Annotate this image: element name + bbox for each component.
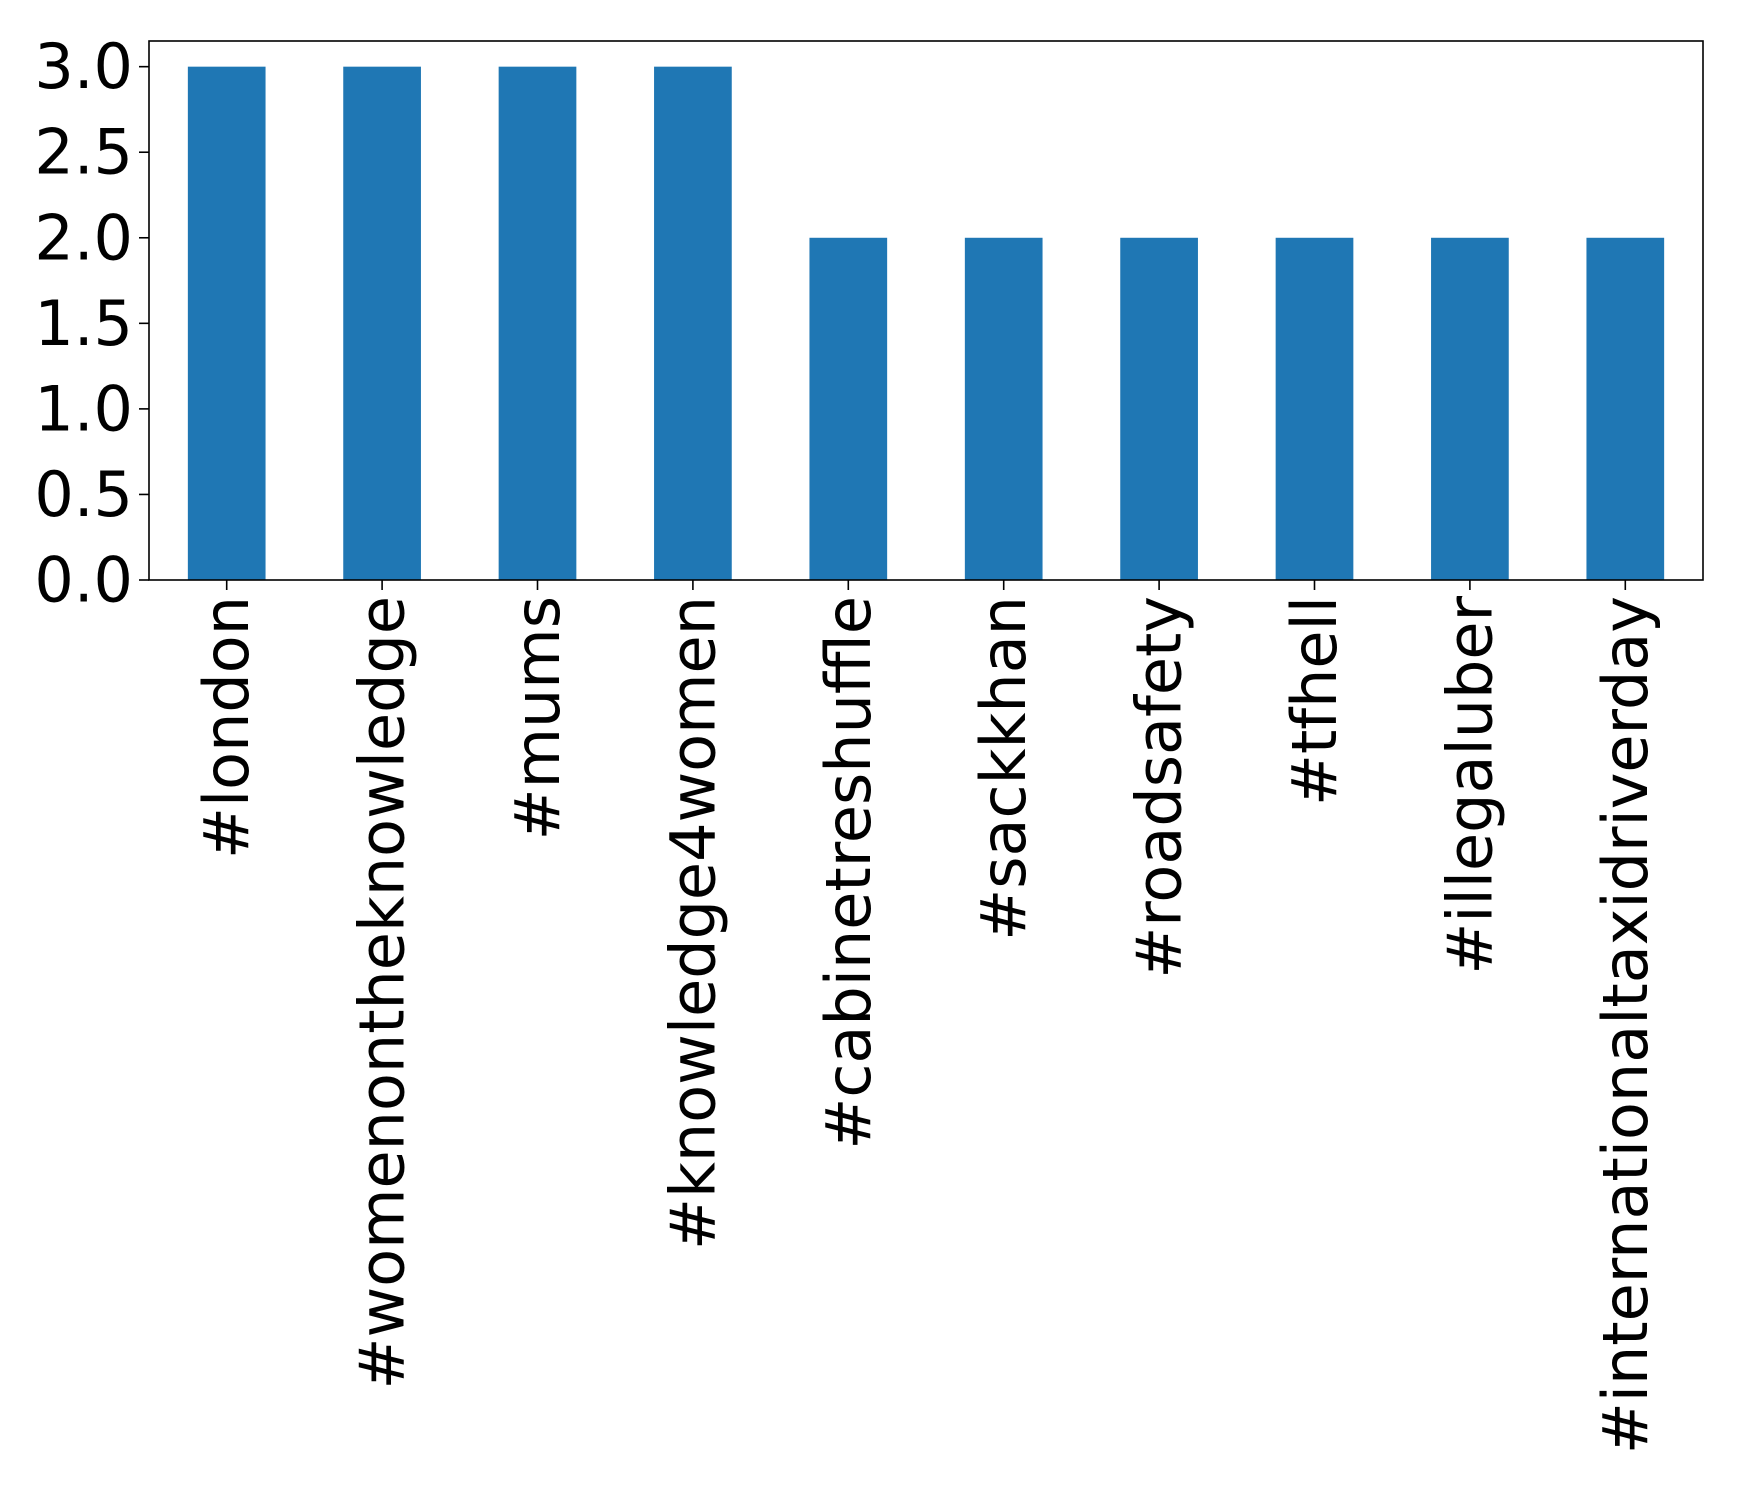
y-tick-label: 0.5: [34, 458, 133, 531]
y-tick-label: 0.0: [34, 544, 133, 617]
plot-area: [187, 66, 1665, 581]
y-axis: 0.0 0.5 1.0 1.5 2.0 2.5 3.0: [34, 30, 149, 617]
bar-mums: [498, 66, 577, 581]
bar-roadsafety: [1120, 237, 1198, 580]
bar-tfhell: [1275, 237, 1354, 580]
bar-womenontheknowledge: [343, 66, 421, 581]
y-tick-label: 1.0: [34, 372, 133, 445]
bar-illegaluber: [1431, 237, 1509, 580]
x-tick-label: #london: [190, 596, 263, 859]
x-tick-label: #knowledge4women: [656, 596, 729, 1250]
x-tick-label: #illegaluber: [1433, 596, 1506, 975]
x-tick-label: #tfhell: [1278, 596, 1351, 806]
bar-london: [187, 66, 266, 581]
axes-frame: [148, 40, 1704, 581]
bar-cabinetreshuffle: [809, 237, 888, 580]
x-tick-label: #internationaltaxidriverday: [1589, 596, 1662, 1454]
x-tick-label: #mums: [501, 596, 574, 840]
x-tick-label: #cabinetreshuffle: [812, 596, 885, 1150]
bar-internationaltaxidriverday: [1586, 237, 1665, 580]
x-axis: #london #womenontheknowledge #mums #knowled…: [190, 580, 1662, 1454]
y-tick-label: 2.0: [34, 201, 133, 274]
bar-sackkhan: [964, 237, 1043, 580]
y-tick-label: 3.0: [34, 30, 133, 103]
x-tick-label: #sackkhan: [967, 596, 1040, 941]
y-tick-label: 1.5: [34, 287, 133, 360]
bar-knowledge4women: [654, 66, 732, 581]
y-tick-label: 2.5: [34, 116, 133, 189]
x-tick-label: #roadsafety: [1123, 596, 1196, 979]
x-tick-label: #womenontheknowledge: [346, 596, 419, 1389]
